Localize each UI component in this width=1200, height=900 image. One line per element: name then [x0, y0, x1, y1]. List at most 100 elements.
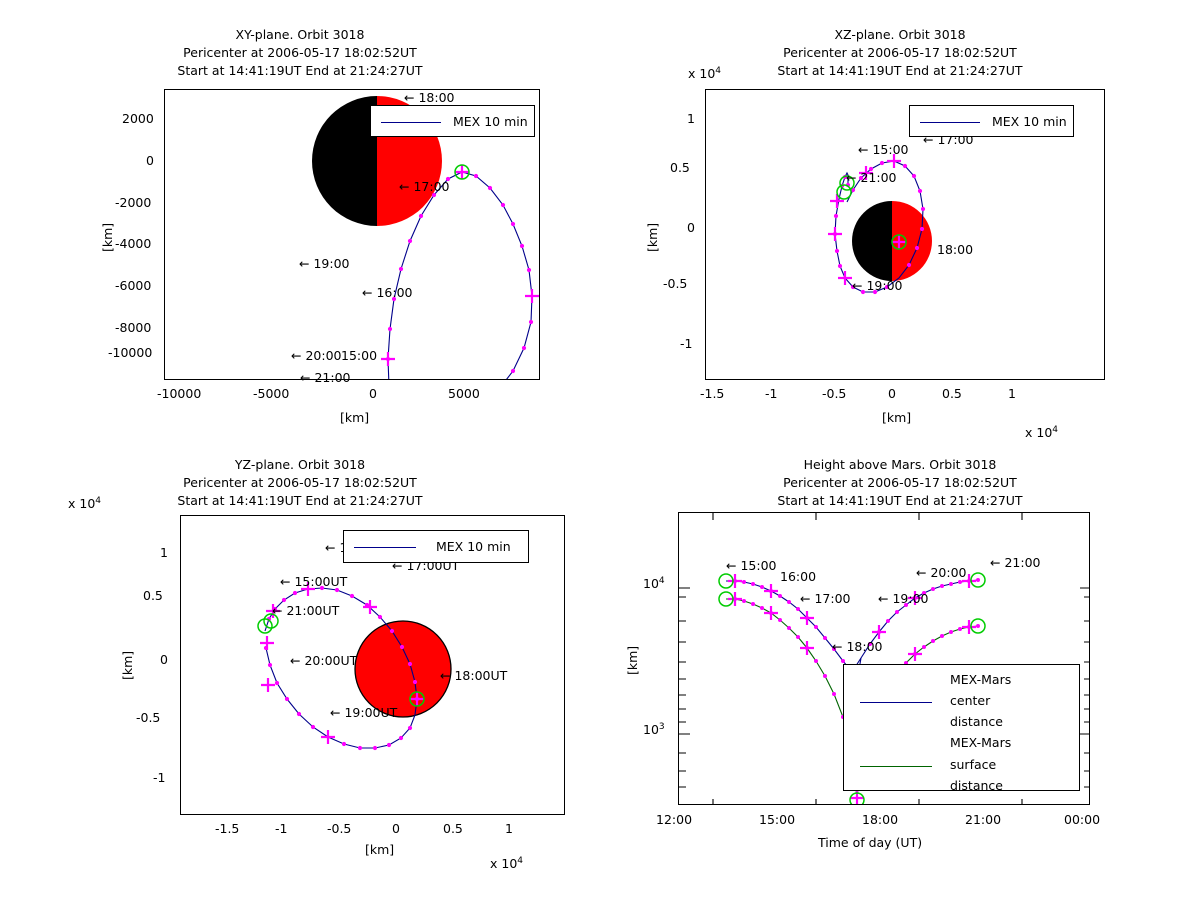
legend-line-surface — [860, 766, 932, 767]
panel-height-annotation-1700: ← 17:00 — [800, 591, 851, 606]
panel-xy-ytick-3: -4000 — [115, 236, 152, 251]
panel-xy-ytick-2: -2000 — [115, 195, 152, 210]
panel-xz-title-line2: Pericenter at 2006-05-17 18:02:52UT — [783, 45, 1017, 60]
panel-height-xtick-4: 00:00 — [1064, 812, 1101, 827]
legend-surface-line2: surface — [950, 757, 997, 772]
panel-xz-title-line3: Start at 14:41:19UT End at 21:24:27UT — [777, 63, 1023, 78]
panel-height-title-line1: Height above Mars. Orbit 3018 — [803, 457, 997, 472]
panel-xy-ylabel: [km] — [100, 222, 115, 252]
panel-yz-annotation-1800: ← 18:00UT — [440, 668, 508, 683]
panel-xz-annotation-1500: ← 15:00 — [858, 142, 909, 157]
panel-xy-legend[interactable]: MEX 10 min — [370, 105, 535, 137]
panel-height-title: Height above Mars. Orbit 3018 Pericenter… — [600, 456, 1200, 510]
panel-height-ylabel: [km] — [625, 645, 640, 675]
endpoint-markers-yz — [257, 613, 425, 707]
legend-line-center — [860, 702, 932, 703]
hour-markers-yz — [260, 582, 424, 744]
panel-xy-xtick-2: 0 — [369, 386, 377, 401]
panel-height-annotation-1800: ← 18:00 — [832, 639, 883, 654]
panel-xy-annotation-1900: ← 19:00 — [299, 256, 350, 271]
panel-height-xlabel: Time of day (UT) — [818, 835, 923, 850]
panel-yz-annotation-1500: ← 15:00UT — [280, 574, 348, 589]
panel-xz: XZ-plane. Orbit 3018 Pericenter at 2006-… — [600, 0, 1200, 450]
panel-xy-annotation-1500: 15:00 — [341, 348, 378, 363]
panel-height-title-line2: Pericenter at 2006-05-17 18:02:52UT — [783, 475, 1017, 490]
panel-xy-annotation-2100: ← 21:00 — [300, 370, 351, 385]
panel-yz-y-exponent: x 104 — [68, 496, 102, 512]
panel-yz-xtick-2: -0.5 — [327, 821, 352, 836]
panel-xz-xtick-5: 1 — [1008, 386, 1016, 401]
panel-xy-ytick-0: 2000 — [122, 111, 154, 126]
legend-surface-line3: distance — [950, 778, 1003, 793]
panel-xz-ytick-1: 0.5 — [670, 160, 690, 175]
panel-xz-legend-label: MEX 10 min — [992, 114, 1067, 129]
panel-yz-xlabel: [km] — [365, 842, 395, 857]
panel-xy-ytick-5: -8000 — [115, 320, 152, 335]
panel-xz-legend[interactable]: MEX 10 min — [909, 105, 1074, 137]
panel-height-annotation-1900: ← 19:00 — [878, 591, 929, 606]
panel-xz-xtick-1: -1 — [765, 386, 778, 401]
hour-markers-xy — [381, 165, 539, 366]
panel-height-xtick-2: 18:00 — [862, 812, 899, 827]
panel-yz-legend[interactable]: MEX 10 min — [343, 530, 529, 563]
panel-xy-ytick-6: -10000 — [108, 345, 153, 360]
panel-xy-xtick-3: 5000 — [448, 386, 480, 401]
panel-yz-ytick-0: 1 — [160, 545, 168, 560]
hour-markers-height — [728, 574, 976, 804]
panel-xz-xtick-0: -1.5 — [700, 386, 725, 401]
panel-yz-ylabel: [km] — [120, 650, 135, 680]
panel-xz-x-exponent: x 104 — [1025, 425, 1059, 441]
panel-height-title-line3: Start at 14:41:19UT End at 21:24:27UT — [777, 493, 1023, 508]
panel-xz-annotation-1800: 18:00 — [937, 242, 974, 257]
legend-center-line3: distance — [950, 714, 1003, 729]
panel-yz-ytick-4: -1 — [153, 770, 166, 785]
panel-xy-axes — [164, 89, 540, 380]
panel-yz-ytick-2: 0 — [160, 652, 168, 667]
panel-height: Height above Mars. Orbit 3018 Pericenter… — [600, 450, 1200, 900]
panel-xy-xlabel: [km] — [340, 410, 370, 425]
panel-xy-annotation-1700: ← 17:00 — [399, 179, 450, 194]
panel-height-legend[interactable]: MEX-Mars center distance MEX-Mars surfac… — [843, 664, 1080, 793]
panel-yz-xtick-5: 1 — [505, 821, 513, 836]
panel-xy-title-line1: XY-plane. Orbit 3018 — [235, 27, 365, 42]
panel-height-xtick-0: 12:00 — [656, 812, 693, 827]
panel-height-annotation-2100: ← 21:00 — [990, 555, 1041, 570]
panel-xy-annotation-1800: ← 18:00 — [404, 90, 455, 105]
panel-yz-legend-label: MEX 10 min — [436, 539, 511, 554]
panel-xz-plot — [828, 154, 932, 295]
panel-yz-plot — [257, 582, 452, 751]
legend-center-line1: MEX-Mars — [950, 672, 1012, 687]
panel-yz-xtick-4: 0.5 — [443, 821, 463, 836]
panel-yz-axes — [180, 515, 565, 815]
panel-xy-title: XY-plane. Orbit 3018 Pericenter at 2006-… — [0, 26, 600, 80]
panel-xy-xtick-1: -5000 — [253, 386, 290, 401]
panel-xz-axes — [705, 89, 1105, 380]
panel-xz-ytick-2: 0 — [687, 220, 695, 235]
panel-yz-annotation-2000: ← 20:00UT — [290, 653, 358, 668]
panel-yz-xtick-1: -1 — [275, 821, 288, 836]
panel-yz-annotation-2100: ← 21:00UT — [272, 603, 340, 618]
panel-yz-title-line1: YZ-plane. Orbit 3018 — [234, 457, 366, 472]
panel-yz-title-line2: Pericenter at 2006-05-17 18:02:52UT — [183, 475, 417, 490]
panel-xy: XY-plane. Orbit 3018 Pericenter at 2006-… — [0, 0, 600, 450]
panel-xz-title: XZ-plane. Orbit 3018 Pericenter at 2006-… — [600, 26, 1200, 80]
panel-height-annotation-2000: ← 20:00 — [916, 565, 967, 580]
panel-xz-ytick-3: -0.5 — [663, 276, 688, 291]
panel-xy-annotation-1600: ← 16:00 — [362, 285, 413, 300]
panel-yz-x-exponent: x 104 — [490, 856, 524, 872]
mars-disc-yz — [354, 620, 452, 718]
panel-xz-ylabel: [km] — [645, 222, 660, 252]
panel-yz: YZ-plane. Orbit 3018 Pericenter at 2006-… — [0, 450, 600, 900]
panel-xy-xtick-0: -10000 — [157, 386, 202, 401]
panel-xy-legend-label: MEX 10 min — [453, 114, 528, 129]
panel-xz-ytick-4: -1 — [680, 336, 693, 351]
panel-xz-annotation-2100: ← 21:00 — [846, 170, 897, 185]
panel-height-ytick-0: 104 — [643, 576, 665, 592]
panel-height-xtick-3: 21:00 — [965, 812, 1002, 827]
panel-xy-ytick-4: -6000 — [115, 278, 152, 293]
panel-height-annotation-1500: ← 15:00 — [726, 558, 777, 573]
endpoint-markers-xy — [454, 164, 470, 180]
panel-xz-annotation-1900: ← 19:00 — [852, 278, 903, 293]
panel-yz-xtick-3: 0 — [392, 821, 400, 836]
